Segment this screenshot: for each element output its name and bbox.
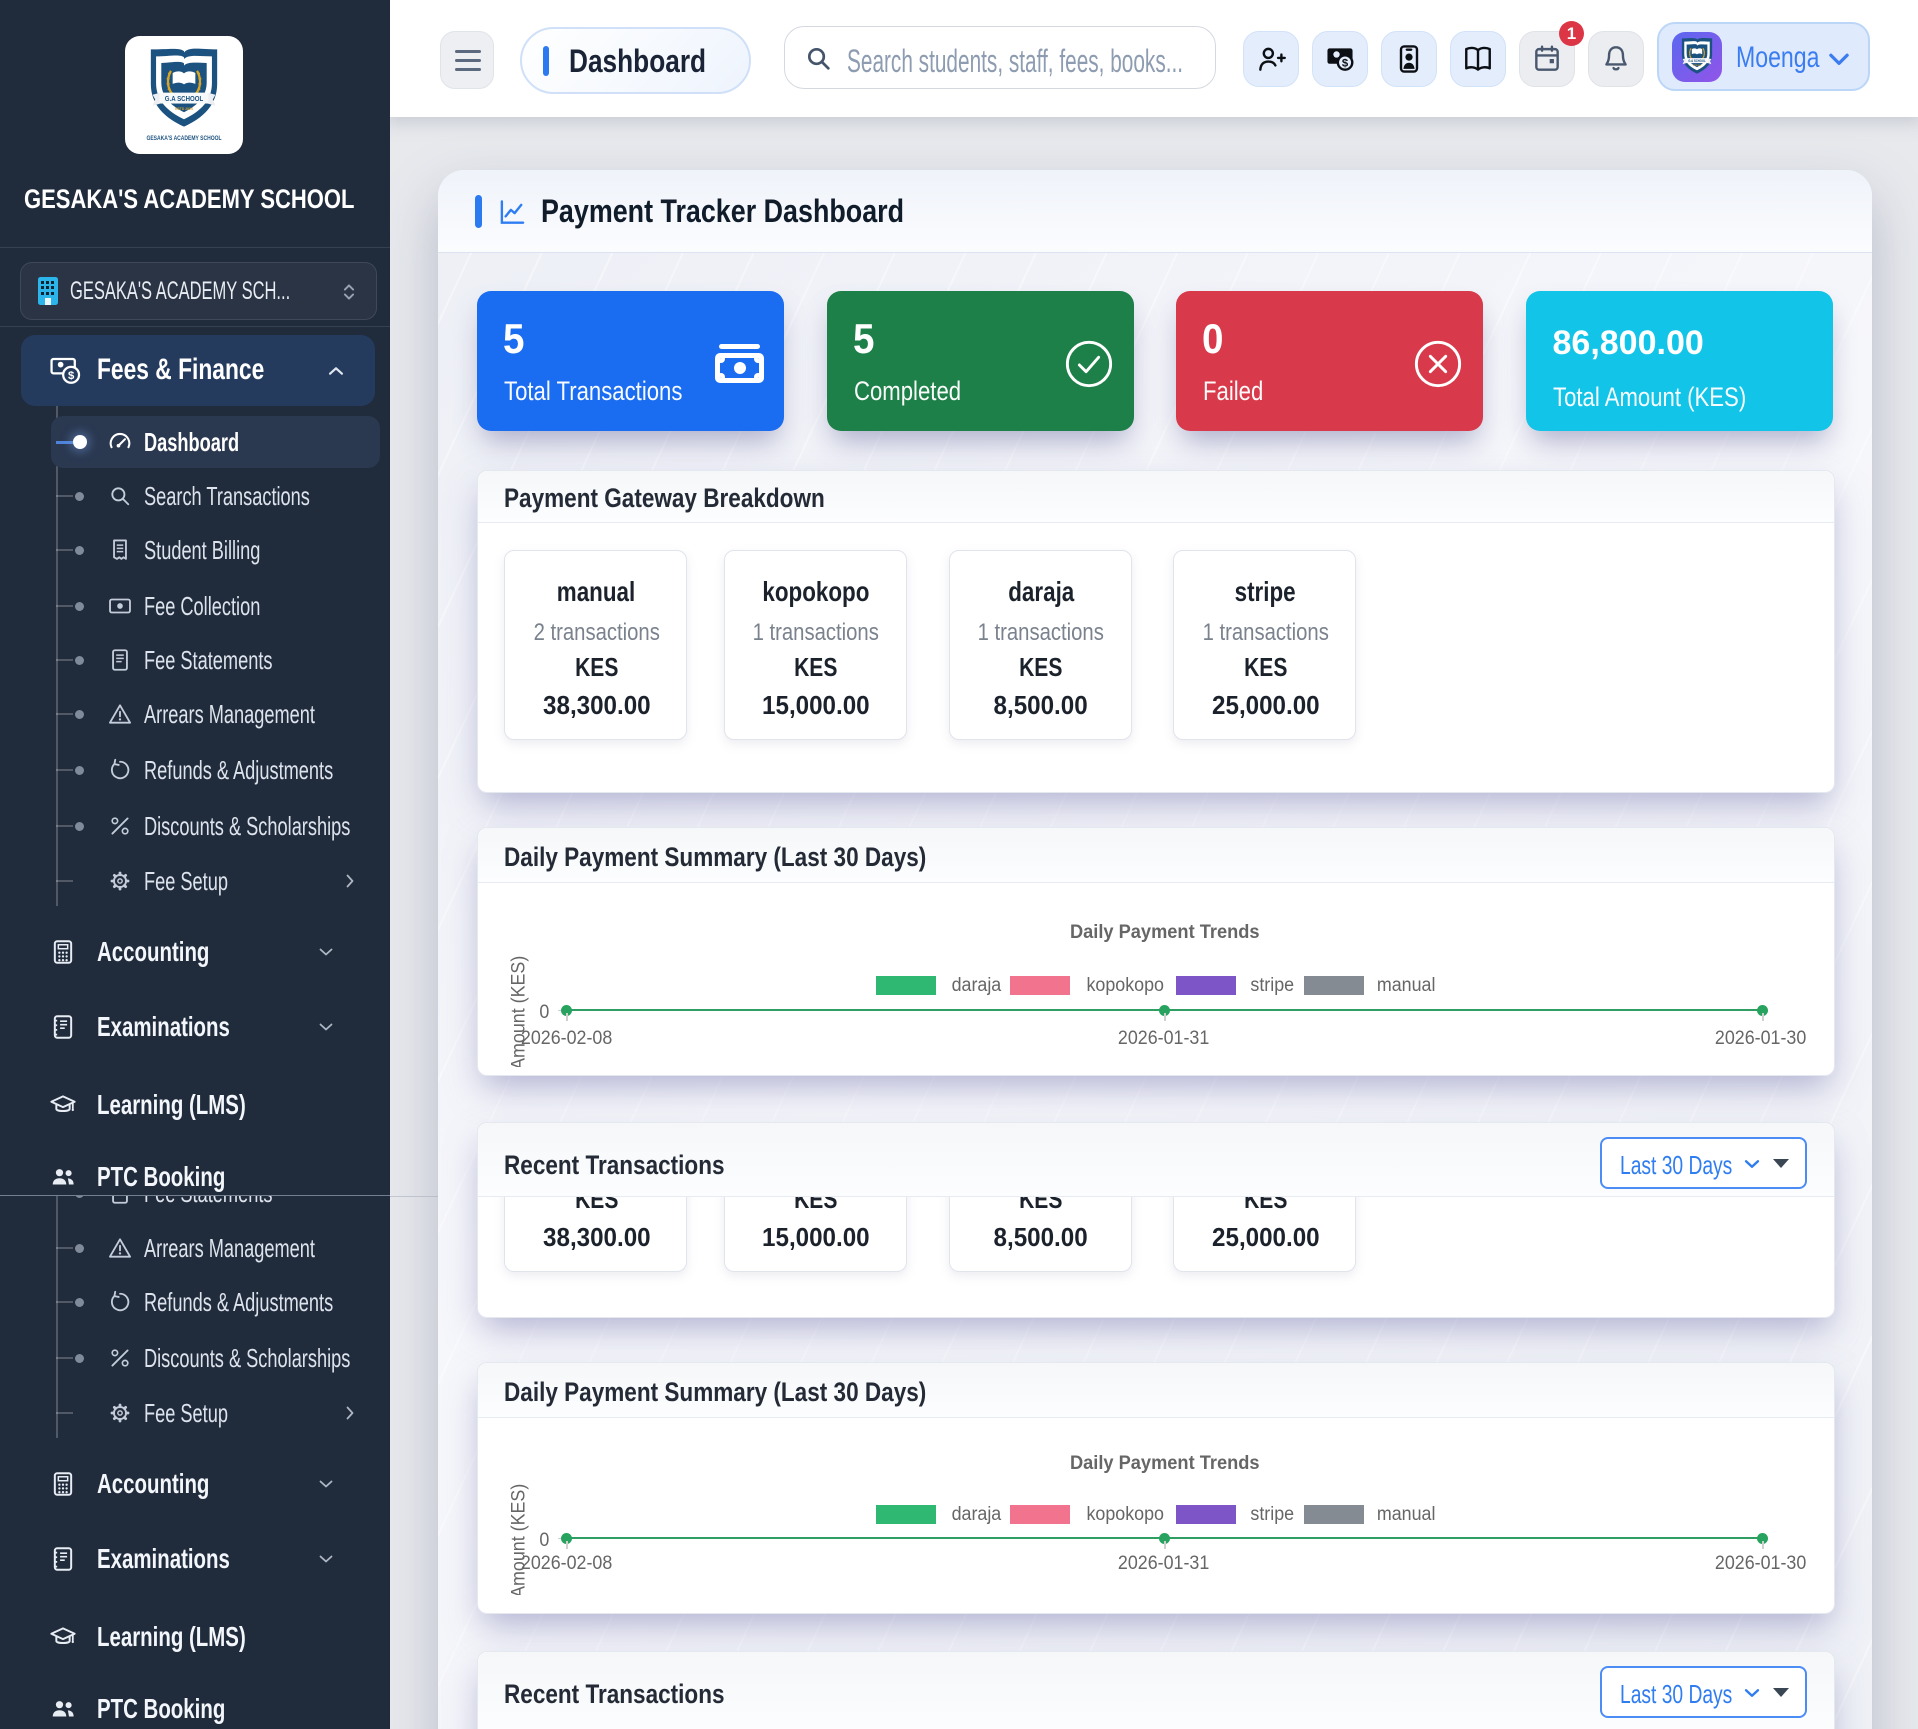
svg-text:GESAKA'S ACADEMY SCHOOL: GESAKA'S ACADEMY SCHOOL (146, 135, 221, 142)
svg-text:ESTD 2024: ESTD 2024 (175, 106, 193, 111)
svg-text:G.A SCHOOL: G.A SCHOOL (165, 94, 204, 103)
svg-text:G.A SCHOOL: G.A SCHOOL (1688, 59, 1706, 63)
svg-text:$: $ (1342, 57, 1349, 69)
svg-text:ESTD 2024: ESTD 2024 (1693, 64, 1701, 67)
svg-text:$: $ (68, 370, 75, 382)
